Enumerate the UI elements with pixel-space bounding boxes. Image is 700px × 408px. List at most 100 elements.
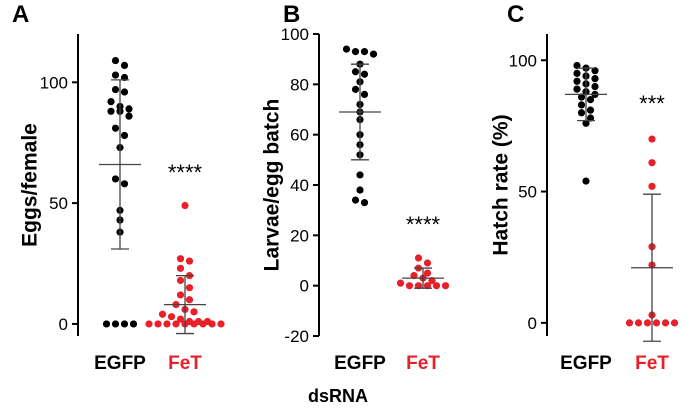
panel-c-y-label: Hatch rate (%) — [490, 114, 513, 255]
panel-a-point-fet — [190, 320, 198, 328]
panel-b-point-fet — [414, 282, 423, 290]
panel-a-point-fet — [176, 264, 185, 272]
panel-c-point-egfp — [582, 177, 590, 185]
panel-b-point-fet — [428, 277, 436, 285]
panel-a-point-egfp — [120, 320, 129, 328]
panel-c-point-fet — [652, 319, 661, 327]
panel-a-point-fet — [190, 308, 198, 316]
panel-a-point-egfp — [111, 320, 120, 328]
panel-b-point-fet — [423, 282, 432, 290]
panel-b-point-fet — [441, 282, 450, 290]
panel-b-point-egfp — [360, 48, 369, 56]
panel-c-significance: *** — [639, 91, 665, 116]
panel-c-point-fet — [625, 319, 634, 327]
panel-b-point-fet — [405, 282, 414, 290]
panel-a-point-fet — [199, 320, 207, 328]
panel-b-category-label: FeT — [406, 353, 440, 374]
panel-b-point-egfp — [369, 50, 378, 58]
panel-a-point-egfp — [111, 56, 120, 65]
panel-b-y-label: Larvae/egg batch — [261, 99, 284, 272]
panel-a-point-fet — [176, 315, 185, 323]
panel-a-point-egfp — [120, 61, 129, 70]
panel-a-point-fet — [172, 320, 180, 328]
panel-c-y-tick-label: 50 — [518, 183, 537, 202]
panel-a-point-egfp — [111, 175, 120, 183]
panel-c-point-egfp — [591, 82, 599, 91]
panel-a-point-fet — [176, 276, 185, 285]
panel-b-point-fet — [410, 272, 418, 280]
panel-c-y-tick-label: 0 — [528, 314, 537, 333]
panel-b-y-tick-label: 60 — [290, 126, 309, 145]
panel-a-point-egfp — [111, 85, 120, 94]
panel-c-point-egfp — [573, 61, 581, 70]
panel-c-point-egfp — [573, 69, 581, 77]
panel-b-point-egfp — [356, 171, 364, 179]
panel-b-point-egfp — [360, 70, 369, 78]
panel-c-point-egfp — [586, 106, 595, 114]
panel-b-y-tick-label: 100 — [281, 25, 309, 44]
panel-b-point-egfp — [351, 85, 360, 93]
panel-c-point-egfp — [591, 75, 599, 83]
panel-a-point-fet — [185, 257, 194, 265]
panel-a-point-egfp — [107, 107, 115, 115]
panel-a-point-egfp — [120, 88, 129, 96]
panel-c-point-egfp — [577, 101, 586, 109]
panel-a-point-fet — [154, 320, 162, 328]
panel-b-point-fet — [396, 279, 405, 287]
panel-c-category-label: EGFP — [560, 353, 612, 374]
panel-a-point-fet — [185, 296, 194, 304]
panel-c-point-fet — [648, 182, 656, 190]
panel-a-point-egfp — [125, 112, 133, 120]
panel-a-y-tick-label: 0 — [59, 315, 68, 334]
panel-c-point-fet — [643, 319, 652, 327]
panel-c-y-tick-label: 100 — [509, 51, 537, 70]
panel-a-point-egfp — [102, 320, 111, 328]
panel-a-point-egfp — [120, 131, 129, 140]
panel-a-point-fet — [176, 291, 185, 299]
panel-a-point-egfp — [107, 98, 115, 106]
panel-b-y-tick-label: -20 — [284, 327, 309, 346]
panel-c-point-egfp — [577, 109, 586, 117]
panel-c-point-egfp — [586, 114, 595, 122]
panel-b-category-label: EGFP — [334, 353, 386, 374]
panel-b-y-tick-label: 40 — [290, 176, 309, 195]
panel-b-point-egfp — [360, 90, 369, 98]
panel-c-point-fet — [634, 319, 643, 327]
panel-c-point-egfp — [591, 67, 599, 75]
panel-b-letter: B — [283, 1, 300, 28]
panel-a-point-fet — [158, 310, 167, 318]
panel-a-category-label: FeT — [168, 353, 202, 374]
panel-c-point-fet — [661, 319, 670, 327]
panel-b-point-fet — [432, 282, 441, 290]
panel-b-point-egfp — [351, 196, 360, 204]
panel-a-point-fet — [185, 284, 194, 292]
panel-b-point-egfp — [356, 186, 364, 194]
panel-a-point-egfp — [111, 124, 120, 132]
panel-b-significance: **** — [406, 212, 441, 237]
panel-c-point-egfp — [582, 119, 590, 127]
panel-a-point-fet — [181, 201, 189, 210]
panel-a-point-fet — [208, 320, 216, 328]
panel-b-point-fet — [414, 254, 423, 262]
panel-a-point-egfp — [120, 180, 129, 188]
panel-a-point-fet — [217, 320, 225, 328]
panel-c-point-egfp — [577, 93, 586, 101]
x-axis-label: dsRNA — [308, 386, 368, 406]
panel-a-point-fet — [145, 320, 153, 328]
panel-b-point-egfp — [351, 68, 360, 76]
panel-c-point-egfp — [586, 96, 595, 104]
panel-b-point-fet — [423, 269, 432, 277]
panel-c-category-label: FeT — [635, 353, 669, 374]
panel-b-point-egfp — [360, 199, 369, 207]
panel-c-point-egfp — [573, 85, 581, 93]
panel-a-y-label: Eggs/female — [19, 123, 42, 247]
panel-a-point-egfp — [125, 105, 133, 113]
panel-c-point-fet — [670, 319, 679, 327]
panel-b-y-tick-label: 20 — [290, 226, 309, 245]
panel-c-letter: C — [507, 1, 524, 28]
panel-a-significance: **** — [168, 160, 203, 185]
panel-a-point-egfp — [111, 71, 120, 79]
panel-a-letter: A — [12, 1, 29, 28]
panel-a-point-fet — [163, 320, 171, 328]
